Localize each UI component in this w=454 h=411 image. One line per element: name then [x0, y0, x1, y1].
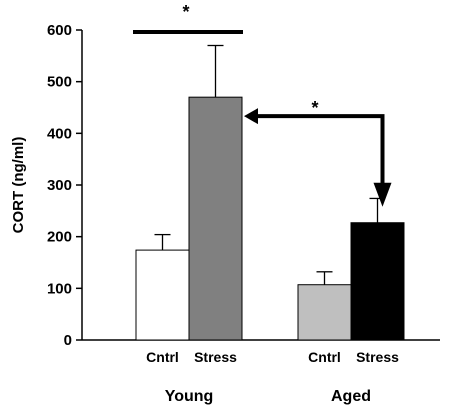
y-axis-title: CORT (ng/ml) — [10, 137, 27, 234]
y-tick-label: 300 — [47, 177, 72, 194]
y-tick-label: 100 — [47, 280, 72, 297]
significance-annotations: ** — [133, 2, 392, 207]
significance-star: * — [311, 98, 318, 118]
arrowhead-left — [244, 108, 258, 125]
y-tick-label: 200 — [47, 229, 72, 246]
bar — [188, 96, 243, 341]
bar — [135, 249, 190, 341]
bars — [135, 44, 405, 341]
group-label: Young — [165, 388, 214, 405]
bar — [350, 222, 405, 341]
category-label: Cntrl — [146, 349, 179, 365]
category-label: Stress — [194, 349, 237, 365]
significance-arrow — [254, 114, 385, 185]
category-label: Stress — [356, 349, 399, 365]
y-tick-label: 0 — [64, 332, 72, 349]
y-tick-label: 400 — [47, 125, 72, 142]
category-label: Cntrl — [308, 349, 341, 365]
arrowhead-down — [373, 182, 392, 207]
group-label: Aged — [331, 388, 371, 405]
bar — [297, 284, 352, 341]
y-tick-label: 600 — [47, 22, 72, 39]
y-axis: 0 100 200 300 400 500 600 — [47, 22, 440, 349]
y-tick-label: 500 — [47, 74, 72, 91]
significance-star: * — [182, 2, 189, 22]
category-labels: Cntrl Stress Young Cntrl Stress Aged — [146, 349, 399, 405]
